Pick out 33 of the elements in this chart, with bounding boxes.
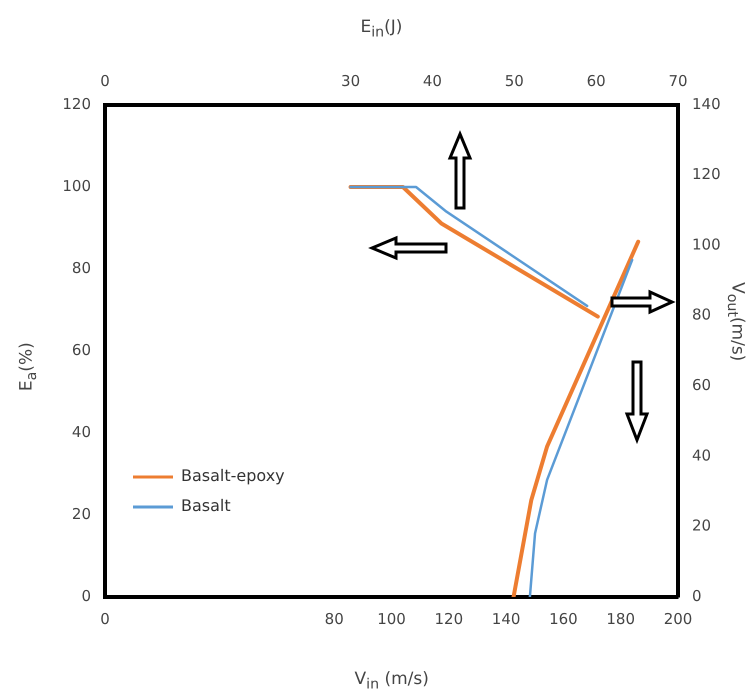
y-tick-label: 120 <box>62 94 91 113</box>
y2-tick-label: 20 <box>692 516 712 535</box>
x-axis-title: V$_{in}$ (m/s) <box>354 668 429 692</box>
x-tick-label: 80 <box>324 610 344 628</box>
y2-tick-label: 80 <box>692 306 712 324</box>
x-tick-label: 160 <box>549 610 578 628</box>
x-tick-label: 120 <box>434 610 464 628</box>
legend-label: Basalt-epoxy <box>181 466 285 486</box>
legend-label: Basalt <box>181 496 231 516</box>
y2-tick-label: 100 <box>692 235 721 254</box>
x2-tick-label: 0 <box>100 72 110 90</box>
x-tick-label: 140 <box>492 610 520 628</box>
y-tick-label: 80 <box>72 258 91 277</box>
y2-tick-label: 0 <box>692 586 702 605</box>
x-tick-label: 180 <box>606 610 636 628</box>
y-tick-label: 60 <box>72 340 91 359</box>
y-tick-label: 20 <box>72 504 91 523</box>
x2-tick-label: 50 <box>504 72 524 90</box>
x-tick-label: 100 <box>377 610 406 628</box>
y2-tick-label: 60 <box>692 376 712 394</box>
x-tick-label: 200 <box>664 610 692 628</box>
y2-tick-label: 40 <box>692 446 712 464</box>
y2-tick-label: 140 <box>692 94 721 113</box>
x2-tick-label: 70 <box>668 72 688 90</box>
x2-tick-label: 60 <box>586 72 606 90</box>
x2-tick-label: 30 <box>341 72 360 90</box>
y-tick-label: 40 <box>72 422 91 441</box>
y-tick-label: 100 <box>62 176 91 195</box>
x2-axis-title: E$_{in}$(J) <box>360 16 402 40</box>
x2-tick-label: 40 <box>422 72 442 90</box>
x-tick-label: 0 <box>100 610 110 628</box>
y-tick-label: 0 <box>81 586 91 605</box>
y2-tick-label: 120 <box>692 165 721 184</box>
